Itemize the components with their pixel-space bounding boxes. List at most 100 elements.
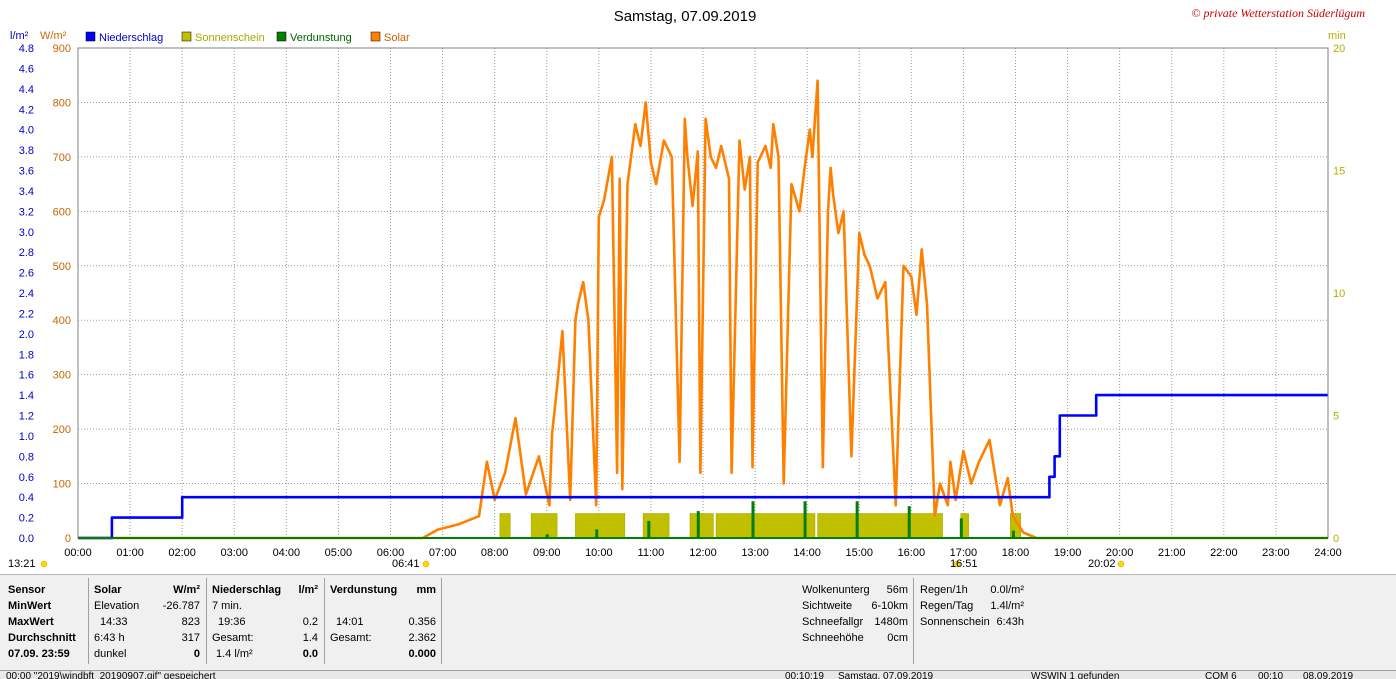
sunshine-bars xyxy=(499,513,1021,539)
solar-avg-value: 317 xyxy=(181,632,200,644)
sunshine-bar xyxy=(817,513,943,539)
precip-header: Niederschlag xyxy=(212,584,282,596)
precip-tick-label: 0.0 xyxy=(19,533,34,545)
precip-tick-label: 0.6 xyxy=(19,472,34,484)
x-tick-label: 16:00 xyxy=(898,547,926,559)
x-tick-label: 20:00 xyxy=(1106,547,1134,559)
marker-dot xyxy=(1117,560,1125,568)
precip-tick-label: 1.2 xyxy=(19,411,34,423)
x-tick-label: 12:00 xyxy=(689,547,717,559)
solar-tick-label: 300 xyxy=(53,370,71,382)
solar-tick-label: 100 xyxy=(53,479,71,491)
solar-tick-label: 600 xyxy=(53,206,71,218)
x-tick-label: 10:00 xyxy=(585,547,613,559)
precip-tick-label: 2.4 xyxy=(19,288,34,300)
solar-tick-label: 0 xyxy=(65,533,71,545)
weather-column: Wolkenunterg 56m Sichtweite 6-10km Schneef… xyxy=(802,578,908,668)
status-message: 00:00 "2019\windbft_20190907.gif" gespei… xyxy=(6,671,216,679)
rain-1h-value: 0.0l/m² xyxy=(990,584,1024,596)
precip-tick-label: 0.8 xyxy=(19,451,34,463)
x-tick-label: 15:00 xyxy=(845,547,873,559)
precip-tick-label: 2.8 xyxy=(19,247,34,259)
solar-max-time: 14:33 xyxy=(100,616,128,628)
evap-total-label: Gesamt: xyxy=(330,632,372,644)
sunshine-tick-label: 5 xyxy=(1333,411,1339,423)
legend-swatch xyxy=(370,31,381,42)
marker-dot xyxy=(422,560,430,568)
separator xyxy=(88,578,89,664)
evap-total-value: 2.362 xyxy=(408,632,436,644)
solar-elevation-value: -26.787 xyxy=(162,600,200,612)
visibility-label: Sichtweite xyxy=(802,600,853,612)
precip-tick-label: 0.2 xyxy=(19,513,34,525)
avg-label: Durchschnitt xyxy=(8,632,76,644)
marker-dot xyxy=(40,560,48,568)
x-tick-label: 04:00 xyxy=(273,547,301,559)
cloud-base-value: 56m xyxy=(886,584,908,596)
solar-unit-label: W/m² xyxy=(40,30,67,42)
x-tick-label: 19:00 xyxy=(1054,547,1082,559)
evaporation-spike xyxy=(696,511,700,538)
status-elapsed: 00:10:19 xyxy=(785,671,824,679)
separator xyxy=(324,578,325,664)
evap-unit: mm xyxy=(416,584,436,596)
rain-column: Regen/1h 0.0l/m² Regen/Tag 1.4l/m² Sonnens… xyxy=(920,578,1024,668)
precip-day-total: 1.4 l/m² xyxy=(216,648,253,660)
precip-unit-label: l/m² xyxy=(10,30,29,42)
max-label: MaxWert xyxy=(8,616,54,628)
status-bar: 00:00 "2019\windbft_20190907.gif" gespei… xyxy=(0,670,1396,679)
sensor-column: Sensor MinWert MaxWert Durchschnitt 07.0… xyxy=(8,578,90,668)
x-tick-label: 21:00 xyxy=(1158,547,1186,559)
marker-time: 06:41 xyxy=(392,558,420,570)
sunshine-tick-label: 0 xyxy=(1333,533,1339,545)
x-tick-label: 09:00 xyxy=(533,547,561,559)
separator xyxy=(206,578,207,664)
rain-day-label: Regen/Tag xyxy=(920,600,974,612)
evap-max-time: 14:01 xyxy=(336,616,364,628)
evaporation-spikes xyxy=(545,501,1015,538)
evap-header: Verdunstung xyxy=(330,584,398,596)
precip-tick-label: 3.4 xyxy=(19,186,34,198)
sunshine-bar xyxy=(530,513,558,539)
evaporation-spike xyxy=(545,534,549,538)
sunshine-tick-label: 15 xyxy=(1333,166,1345,178)
precip-tick-label: 3.6 xyxy=(19,166,34,178)
sunshine-tick-label: 20 xyxy=(1333,43,1345,55)
x-tick-label: 24:00 xyxy=(1314,547,1342,559)
evaporation-spike xyxy=(803,501,807,538)
sunshine-bar xyxy=(642,513,670,539)
legend-label: Sonnenschein xyxy=(195,32,265,44)
precip-interval: 7 min. xyxy=(212,600,242,612)
solar-state: dunkel xyxy=(94,648,127,660)
evap-max-value: 0.356 xyxy=(408,616,436,628)
legend-label: Verdunstung xyxy=(290,32,352,44)
solar-line xyxy=(78,79,1328,540)
chart-frame xyxy=(77,47,1329,539)
chart-lines xyxy=(78,79,1328,540)
x-tick-label: 17:00 xyxy=(950,547,978,559)
snowfall-limit-value: 1480m xyxy=(874,616,908,628)
sunshine-bar xyxy=(575,513,626,539)
sunshine-bar xyxy=(499,513,511,539)
solar-tick-label: 800 xyxy=(53,97,71,109)
status-port: COM 6 xyxy=(1205,671,1237,679)
precip-tick-label: 4.0 xyxy=(19,125,34,137)
evaporation-spike xyxy=(751,501,755,538)
legend-swatch xyxy=(85,31,96,42)
rain-day-value: 1.4l/m² xyxy=(990,600,1024,612)
solar-max-value: 823 xyxy=(181,616,200,628)
x-tick-label: 14:00 xyxy=(793,547,821,559)
x-tick-label: 11:00 xyxy=(638,547,665,559)
legend-label: Solar xyxy=(384,32,410,44)
sunshine-bar xyxy=(715,513,816,539)
x-tick-label: 00:00 xyxy=(64,547,92,559)
date-label: 07.09. 23:59 xyxy=(8,648,70,660)
precip-tick-label: 2.6 xyxy=(19,268,34,280)
precip-current-value: 0.0 xyxy=(302,648,318,660)
x-tick-label: 22:00 xyxy=(1210,547,1238,559)
precip-tick-label: 3.2 xyxy=(19,206,34,218)
sunshine-unit-label: min xyxy=(1328,30,1346,42)
x-tick-label: 08:00 xyxy=(481,547,509,559)
evaporation-spike xyxy=(855,501,859,538)
rain-1h-label: Regen/1h xyxy=(920,584,968,596)
